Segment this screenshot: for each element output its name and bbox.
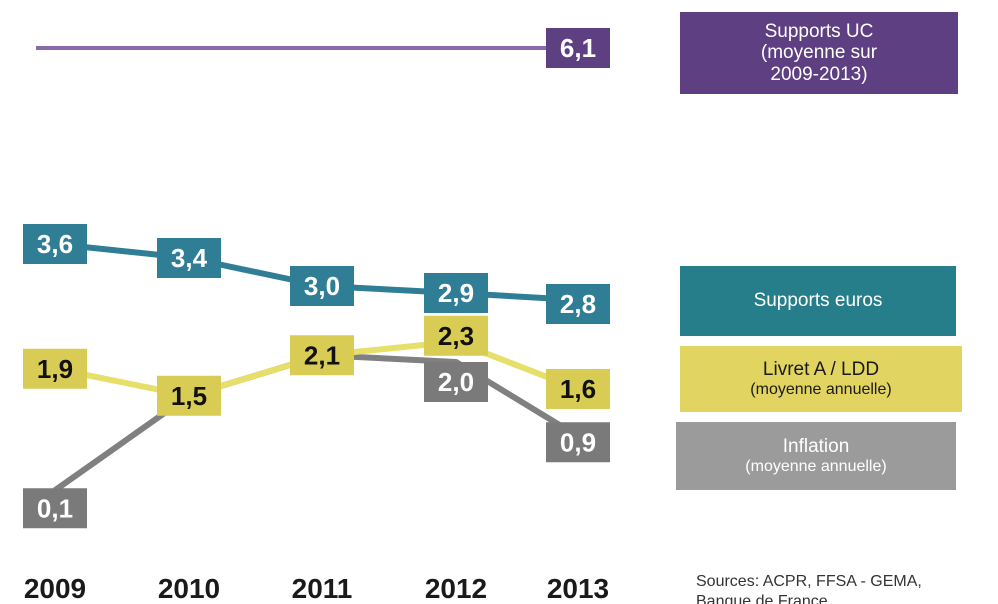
legend-supports-uc-period: 2009-2013): [770, 63, 868, 85]
data-label-livret-2012: 2,3: [424, 315, 488, 356]
data-label-text: 3,4: [171, 243, 208, 273]
data-label-box: [424, 315, 488, 356]
data-label-text: 3,0: [304, 271, 340, 301]
legend-livret-a-title: Livret A / LDD: [762, 359, 880, 381]
data-label-box: [23, 224, 87, 264]
legend-inflation-title: Inflation: [782, 436, 850, 458]
data-label-text: 6,1: [560, 33, 596, 63]
x-tick-label-2009: 2009: [24, 573, 86, 604]
data-label-livret-2013: 1,6: [546, 369, 610, 409]
data-label-box: [424, 273, 488, 313]
legend-inflation: Inflation (moyenne annuelle): [676, 422, 956, 490]
data-label-box: [546, 28, 610, 68]
sources-note: Sources: ACPR, FFSA - GEMA, Banque de Fr…: [696, 572, 996, 604]
data-label-box: [546, 284, 610, 324]
legend-supports-uc-title: Supports UC: [764, 21, 874, 43]
data-label-box: [157, 375, 221, 416]
data-label-text: 2,1: [304, 340, 340, 370]
data-label-inflation-2012: 2,0: [424, 362, 488, 402]
data-label-box: [23, 348, 87, 389]
data-label-uc-2013: 6,1: [546, 28, 610, 68]
legend-inflation-subtitle: (moyenne annuelle): [745, 457, 887, 475]
data-label-inflation-2009: 0,1: [23, 488, 87, 529]
x-tick-label-2012: 2012: [425, 573, 487, 604]
data-label-text: 2,3: [438, 321, 474, 351]
data-label-euros-2012: 2,9: [424, 273, 488, 313]
data-label-box: [290, 266, 354, 306]
legend-supports-euros-title: Supports euros: [753, 290, 883, 312]
series-line-inflation: [52, 352, 581, 494]
data-label-euros-2013: 2,8: [546, 284, 610, 324]
data-label-text: 2,0: [438, 367, 474, 397]
data-label-livret-2010: 1,5: [157, 375, 221, 416]
data-label-box: [157, 238, 221, 278]
data-label-box: [424, 362, 488, 402]
legend-livret-a-subtitle: (moyenne annuelle): [750, 380, 892, 398]
legend-livret-a: Livret A / LDD (moyenne annuelle): [680, 346, 962, 412]
data-label-inflation-2013: 0,9: [546, 422, 610, 463]
data-label-text: 0,1: [37, 493, 73, 523]
data-label-text: 0,9: [560, 427, 596, 457]
legend-supports-euros: Supports euros: [680, 266, 956, 336]
data-label-livret-2011: 2,1: [290, 335, 354, 376]
data-label-box: [23, 488, 87, 529]
data-label-box: [290, 335, 354, 376]
data-label-text: 3,6: [37, 229, 73, 259]
data-label-text: 1,6: [560, 374, 596, 404]
legend-supports-uc-subtitle: (moyenne sur: [760, 42, 878, 64]
data-label-euros-2011: 3,0: [290, 266, 354, 306]
data-label-box: [546, 369, 610, 409]
sources-line-2: Banque de France: [696, 593, 828, 604]
data-label-text: 1,5: [171, 381, 207, 411]
x-tick-label-2010: 2010: [158, 573, 220, 604]
x-tick-label-2013: 2013: [547, 573, 609, 604]
legend-supports-uc: Supports UC (moyenne sur 2009-2013): [680, 12, 958, 94]
data-label-text: 2,9: [438, 278, 474, 308]
x-tick-label-2011: 2011: [292, 573, 353, 604]
data-label-text: 2,8: [560, 289, 596, 319]
data-label-euros-2009: 3,6: [23, 224, 87, 264]
data-label-livret-2009: 1,9: [23, 348, 87, 389]
data-label-euros-2010: 3,4: [157, 238, 221, 278]
sources-line-1: Sources: ACPR, FFSA - GEMA,: [696, 573, 922, 590]
data-label-box: [546, 422, 610, 463]
data-label-text: 1,9: [37, 354, 73, 384]
